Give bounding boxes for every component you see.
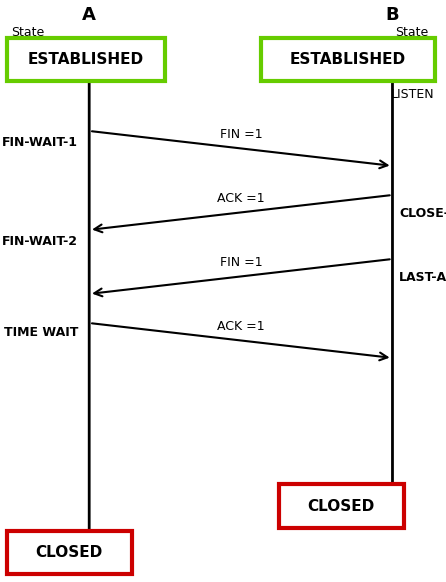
Text: TIME WAIT: TIME WAIT [4, 327, 78, 339]
Text: CLOSED: CLOSED [36, 545, 103, 560]
FancyBboxPatch shape [7, 531, 132, 574]
Text: ACK =1: ACK =1 [217, 192, 264, 205]
Text: ESTABLISHED: ESTABLISHED [290, 52, 406, 67]
FancyBboxPatch shape [261, 38, 435, 81]
Text: FIN =1: FIN =1 [219, 256, 262, 269]
Text: A: A [82, 6, 96, 23]
Text: CLOSED: CLOSED [308, 499, 375, 513]
Text: State: State [395, 26, 428, 38]
Text: FIN-WAIT-1: FIN-WAIT-1 [2, 136, 78, 149]
Text: LAST-ACK: LAST-ACK [399, 271, 446, 284]
Text: ACK =1: ACK =1 [217, 320, 264, 333]
Text: ESTABLISHED: ESTABLISHED [28, 52, 144, 67]
Text: CLOSE-WAIT: CLOSE-WAIT [399, 207, 446, 220]
Text: State: State [11, 26, 45, 38]
FancyBboxPatch shape [279, 484, 404, 528]
FancyBboxPatch shape [7, 38, 165, 81]
Text: LISTEN: LISTEN [391, 88, 435, 101]
Text: FIN-WAIT-2: FIN-WAIT-2 [2, 235, 78, 248]
Text: FIN =1: FIN =1 [219, 128, 262, 141]
Text: B: B [386, 6, 399, 23]
